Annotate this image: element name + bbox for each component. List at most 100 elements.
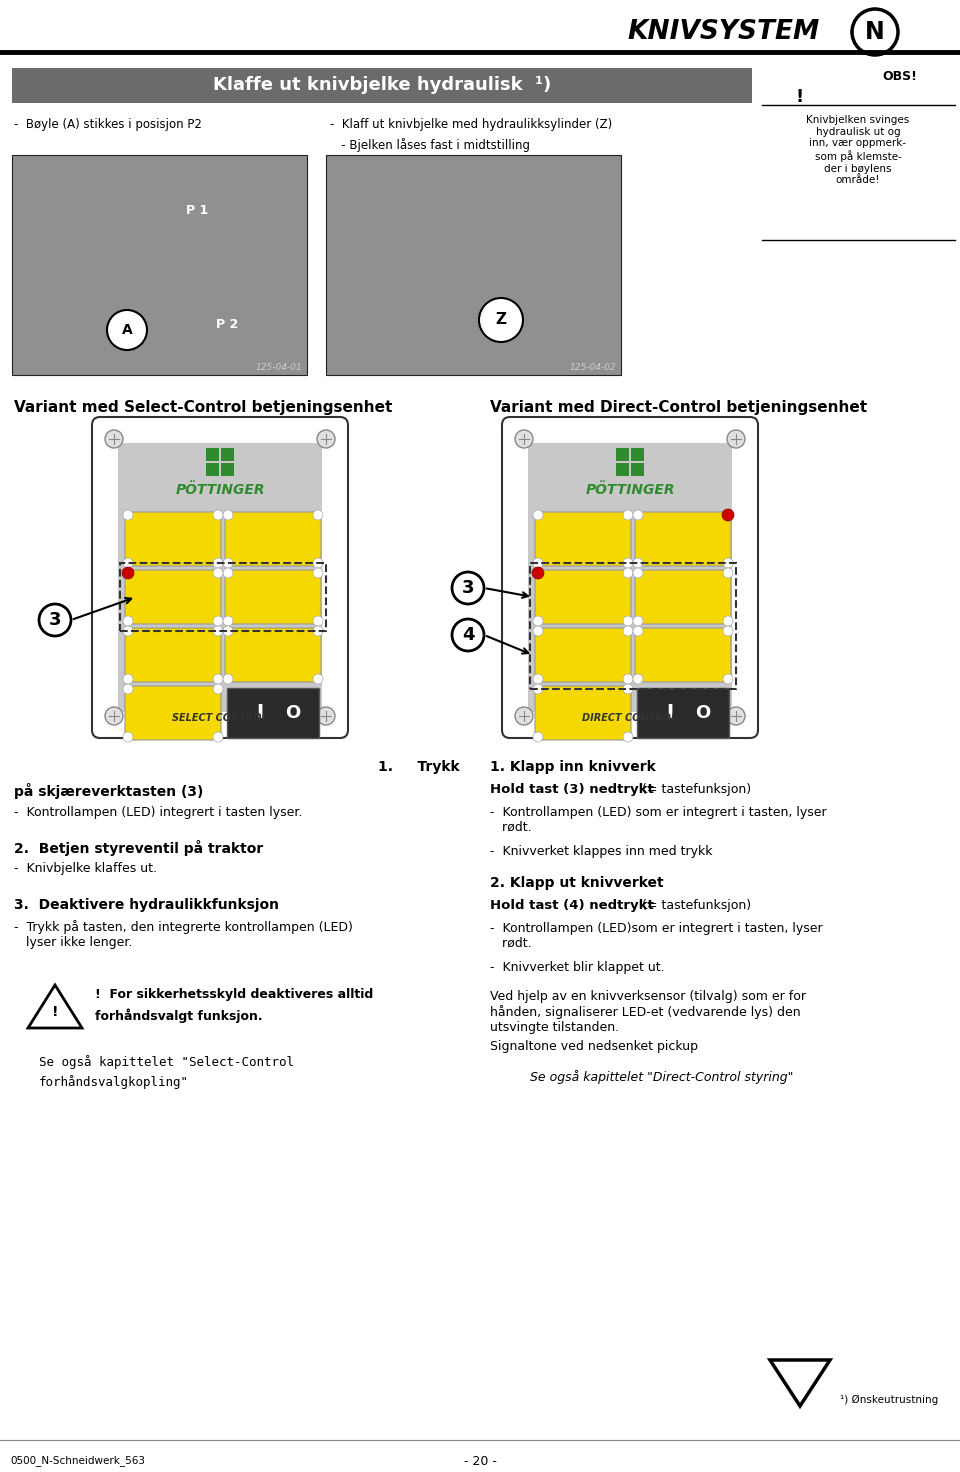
- Circle shape: [533, 509, 543, 520]
- Circle shape: [105, 707, 123, 726]
- Text: -  Kontrollampen (LED) integrert i tasten lyser.: - Kontrollampen (LED) integrert i tasten…: [14, 807, 302, 818]
- Text: O: O: [695, 704, 710, 721]
- Text: Klaffe ut knivbjelke hydraulisk  ¹): Klaffe ut knivbjelke hydraulisk ¹): [213, 77, 551, 94]
- Circle shape: [213, 732, 223, 742]
- Text: 125-04-01: 125-04-01: [255, 364, 302, 372]
- Circle shape: [107, 311, 147, 350]
- Circle shape: [723, 626, 733, 636]
- Text: - Bjelken låses fast i midtstilling: - Bjelken låses fast i midtstilling: [330, 138, 530, 152]
- FancyBboxPatch shape: [326, 155, 621, 375]
- Circle shape: [727, 430, 745, 447]
- Text: N: N: [865, 21, 885, 44]
- FancyBboxPatch shape: [616, 464, 629, 475]
- Circle shape: [313, 674, 323, 684]
- Circle shape: [515, 430, 533, 447]
- Circle shape: [533, 732, 543, 742]
- Text: Signaltone ved nedsenket pickup: Signaltone ved nedsenket pickup: [490, 1041, 698, 1052]
- Circle shape: [223, 568, 233, 578]
- Text: -  Kontrollampen (LED)som er integrert i tasten, lyser
   rødt.: - Kontrollampen (LED)som er integrert i …: [490, 921, 823, 949]
- Circle shape: [313, 509, 323, 520]
- Circle shape: [213, 558, 223, 568]
- Text: (= tastefunksjon): (= tastefunksjon): [638, 783, 751, 796]
- Text: O: O: [285, 704, 300, 721]
- Circle shape: [313, 568, 323, 578]
- Circle shape: [633, 626, 643, 636]
- Text: forhåndsvalgkopling": forhåndsvalgkopling": [39, 1075, 189, 1089]
- Text: 1. Klapp inn knivverk: 1. Klapp inn knivverk: [490, 760, 656, 774]
- Text: PÖTTINGER: PÖTTINGER: [176, 483, 265, 498]
- Circle shape: [452, 573, 484, 604]
- Circle shape: [213, 509, 223, 520]
- Text: 2. Klapp ut knivverket: 2. Klapp ut knivverket: [490, 876, 663, 891]
- Circle shape: [533, 558, 543, 568]
- Text: Z: Z: [495, 312, 507, 327]
- Text: ¹) Ønskeutrustning: ¹) Ønskeutrustning: [840, 1395, 938, 1406]
- FancyBboxPatch shape: [221, 464, 234, 475]
- Circle shape: [533, 684, 543, 693]
- FancyBboxPatch shape: [125, 512, 221, 567]
- Circle shape: [223, 674, 233, 684]
- Circle shape: [223, 558, 233, 568]
- Circle shape: [452, 620, 484, 651]
- Text: 1.     Trykk: 1. Trykk: [378, 760, 460, 774]
- Circle shape: [623, 615, 633, 626]
- Circle shape: [633, 558, 643, 568]
- Circle shape: [727, 707, 745, 726]
- FancyBboxPatch shape: [631, 464, 644, 475]
- Text: -  Klaff ut knivbjelke med hydraulikksylinder (Z): - Klaff ut knivbjelke med hydraulikksyli…: [330, 118, 612, 131]
- Circle shape: [313, 626, 323, 636]
- Circle shape: [223, 615, 233, 626]
- Circle shape: [223, 509, 233, 520]
- Circle shape: [317, 430, 335, 447]
- Text: -  Knivbjelke klaffes ut.: - Knivbjelke klaffes ut.: [14, 863, 157, 874]
- Circle shape: [313, 558, 323, 568]
- Text: forhåndsvalgt funksjon.: forhåndsvalgt funksjon.: [95, 1008, 263, 1023]
- Circle shape: [533, 615, 543, 626]
- Circle shape: [123, 684, 133, 693]
- Circle shape: [723, 615, 733, 626]
- Circle shape: [213, 615, 223, 626]
- FancyBboxPatch shape: [535, 570, 631, 624]
- Text: på skjæreverktasten (3): på skjæreverktasten (3): [14, 783, 204, 799]
- Text: -  Knivverket blir klappet ut.: - Knivverket blir klappet ut.: [490, 961, 664, 974]
- FancyBboxPatch shape: [502, 417, 758, 737]
- Circle shape: [123, 615, 133, 626]
- Text: Variant med Select-Control betjeningsenhet: Variant med Select-Control betjeningsenh…: [14, 400, 393, 415]
- Circle shape: [223, 626, 233, 636]
- Circle shape: [123, 732, 133, 742]
- Text: Variant med Direct-Control betjeningsenhet: Variant med Direct-Control betjeningsenh…: [490, 400, 867, 415]
- Circle shape: [623, 558, 633, 568]
- Circle shape: [123, 674, 133, 684]
- Circle shape: [633, 568, 643, 578]
- FancyBboxPatch shape: [225, 512, 321, 567]
- Circle shape: [532, 567, 544, 578]
- Text: !: !: [796, 88, 804, 106]
- Text: 125-04-02: 125-04-02: [569, 364, 616, 372]
- FancyBboxPatch shape: [221, 447, 234, 461]
- Circle shape: [633, 674, 643, 684]
- Circle shape: [313, 615, 323, 626]
- FancyBboxPatch shape: [616, 447, 629, 461]
- Circle shape: [479, 297, 523, 342]
- Text: P 1: P 1: [186, 203, 208, 216]
- Circle shape: [123, 568, 133, 578]
- FancyBboxPatch shape: [528, 443, 732, 712]
- Text: Knivbjelken svinges
hydraulisk ut og
inn, vær oppmerk-
som på klemste-
der i bøy: Knivbjelken svinges hydraulisk ut og inn…: [806, 115, 910, 185]
- Text: 3.  Deaktivere hydraulikkfunksjon: 3. Deaktivere hydraulikkfunksjon: [14, 898, 279, 913]
- Circle shape: [623, 568, 633, 578]
- Text: I: I: [256, 704, 263, 723]
- Text: Hold tast (3) nedtrykt: Hold tast (3) nedtrykt: [490, 783, 654, 796]
- Circle shape: [317, 707, 335, 726]
- Text: -  Trykk på tasten, den integrerte kontrollampen (LED)
   lyser ikke lenger.: - Trykk på tasten, den integrerte kontro…: [14, 920, 353, 949]
- Circle shape: [723, 568, 733, 578]
- Text: !: !: [52, 1005, 59, 1019]
- Circle shape: [623, 684, 633, 693]
- FancyBboxPatch shape: [535, 512, 631, 567]
- Text: OBS!: OBS!: [882, 71, 918, 82]
- FancyBboxPatch shape: [206, 464, 219, 475]
- Text: - 20 -: - 20 -: [464, 1454, 496, 1468]
- Circle shape: [123, 509, 133, 520]
- FancyBboxPatch shape: [12, 68, 752, 103]
- Circle shape: [122, 567, 134, 578]
- Circle shape: [533, 626, 543, 636]
